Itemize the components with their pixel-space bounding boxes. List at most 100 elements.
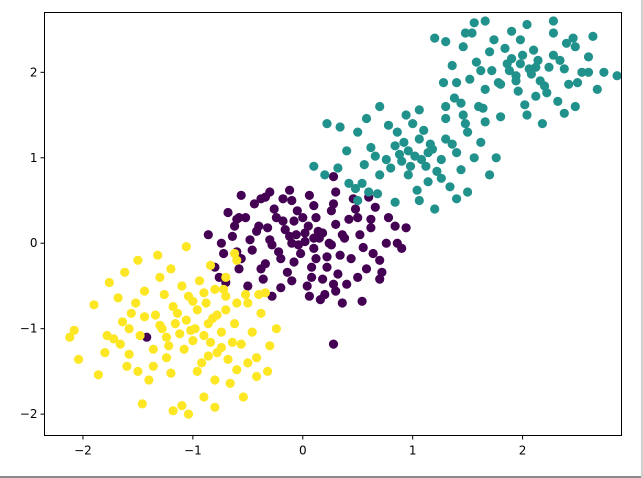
scatter-point-s1-44: [463, 187, 473, 197]
scatter-point-s1-63: [357, 178, 367, 188]
scatter-point-s2-5: [192, 305, 202, 315]
scatter-point-s0-109: [392, 238, 402, 248]
scatter-point-s0-45: [243, 281, 253, 291]
scatter-point-s1-70: [518, 50, 528, 60]
scatter-point-s0-98: [328, 279, 339, 289]
scatter-point-s2-81: [210, 284, 220, 294]
scatter-point-s0-76: [313, 226, 323, 236]
scatter-point-s1-131: [612, 71, 622, 81]
scatter-point-s0-74: [368, 248, 378, 259]
scatter-point-s0-84: [214, 272, 224, 282]
x-tick-label-0: −2: [74, 444, 92, 458]
scatter-point-s2-79: [153, 250, 163, 260]
scatter-point-s2-89: [183, 409, 194, 419]
scatter-point-s2-25: [177, 281, 187, 291]
scatter-point-s1-101: [568, 33, 578, 43]
scatter-point-s2-16: [139, 312, 150, 322]
scatter-point-s0-31: [258, 274, 268, 284]
scatter-point-s1-45: [353, 195, 363, 206]
scatter-point-s0-63: [280, 225, 290, 235]
x-tick-label-1: −1: [184, 444, 202, 458]
scatter-point-s1-73: [487, 66, 497, 76]
scatter-point-s1-114: [430, 33, 440, 43]
scatter-point-s1-12: [375, 170, 385, 180]
scatter-point-s1-82: [520, 100, 530, 110]
scatter-point-s1-24: [463, 127, 473, 137]
scatter-point-s2-86: [238, 392, 248, 402]
scatter-point-s0-37: [249, 199, 259, 209]
scatter-point-s1-102: [467, 28, 477, 38]
scatter-point-s2-49: [100, 348, 110, 358]
scatter-point-s2-72: [93, 370, 103, 380]
scatter-point-s2-68: [133, 255, 143, 265]
scatter-point-s0-53: [282, 267, 292, 277]
scatter-point-s0-42: [370, 202, 380, 212]
scatter-point-s1-41: [333, 163, 343, 173]
scatter-point-s1-2: [421, 161, 431, 171]
scatter-point-s0-55: [291, 230, 301, 240]
scatter-point-s1-10: [392, 127, 402, 137]
scatter-point-s2-77: [104, 277, 114, 288]
scatter-point-s1-104: [537, 119, 548, 129]
y-tick-label-2: 0: [30, 236, 38, 250]
scatter-point-s0-58: [298, 213, 308, 223]
scatter-point-s1-36: [460, 119, 470, 129]
scatter-point-s2-61: [225, 378, 235, 388]
scatter-point-s2-65: [254, 289, 264, 300]
scatter-point-s1-83: [564, 79, 574, 89]
scatter-point-s0-21: [296, 248, 306, 259]
scatter-point-s1-97: [583, 52, 594, 62]
x-tick-label-4: 2: [519, 444, 527, 458]
scatter-point-s1-124: [531, 91, 541, 101]
scatter-point-s1-117: [504, 66, 514, 76]
y-tick-label-0: −2: [20, 407, 38, 421]
scatter-point-s0-99: [289, 216, 299, 226]
scatter-point-s1-84: [489, 35, 499, 45]
scatter-point-s1-99: [559, 108, 569, 118]
scatter-point-s0-66: [335, 250, 345, 260]
scatter-point-s2-51: [190, 324, 200, 334]
scatter-point-s1-55: [432, 166, 442, 176]
scatter-point-s1-7: [436, 154, 446, 165]
points-layer: [65, 16, 622, 419]
scatter-point-s1-134: [474, 101, 484, 112]
scatter-point-s0-114: [309, 233, 319, 243]
scatter-point-s0-107: [357, 296, 367, 306]
scatter-point-s2-52: [175, 329, 185, 339]
scatter-point-s2-23: [135, 330, 145, 341]
scatter-point-s1-129: [485, 47, 495, 57]
scatter-point-s0-6: [289, 257, 299, 267]
scatter-point-s0-46: [331, 187, 341, 197]
scatter-point-s0-94: [300, 228, 310, 238]
scatter-point-s0-41: [219, 248, 229, 259]
scatter-point-s2-63: [252, 353, 262, 363]
scatter-point-s2-66: [166, 264, 176, 274]
scatter-point-s0-14: [292, 206, 302, 216]
scatter-point-s1-38: [414, 105, 424, 115]
scatter-point-s2-37: [139, 286, 150, 296]
scatter-point-s2-15: [230, 319, 240, 329]
scatter-point-s2-75: [65, 332, 75, 342]
x-tick-label-2: 0: [299, 444, 307, 458]
scatter-point-s1-33: [342, 146, 352, 156]
scatter-point-s2-4: [161, 332, 172, 342]
scatter-point-s0-36: [350, 204, 361, 214]
scatter-point-s1-81: [471, 57, 481, 67]
scatter-point-s0-78: [322, 252, 332, 262]
scatter-point-s1-61: [309, 161, 319, 171]
scatter-point-s1-30: [441, 113, 451, 124]
scatter-point-s1-113: [599, 67, 609, 77]
scatter-point-s1-15: [452, 148, 462, 158]
scatter-point-s1-13: [436, 173, 446, 183]
scatter-point-s0-67: [271, 213, 281, 223]
ticks-layer: −2 −1 0 1 2 −2 −1 0 1 2: [20, 65, 527, 457]
scatter-point-s0-40: [375, 255, 385, 265]
scatter-point-s2-35: [166, 368, 176, 378]
scatter-point-s0-68: [326, 206, 336, 216]
scatter-point-s2-55: [212, 310, 222, 320]
scatter-point-s1-125: [460, 28, 470, 38]
scatter-point-s2-21: [188, 336, 198, 346]
scatter-point-s2-92: [124, 324, 134, 334]
scatter-point-s1-35: [390, 197, 400, 207]
